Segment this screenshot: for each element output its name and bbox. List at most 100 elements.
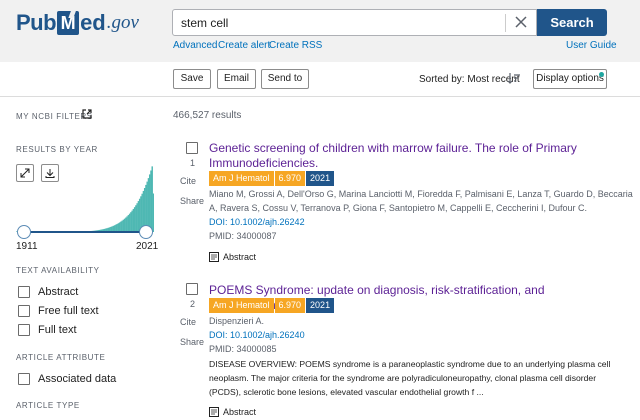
histogram-bar: [98, 229, 101, 232]
logo-ed-text: ed: [80, 10, 106, 35]
year-slider-start-handle[interactable]: [17, 225, 31, 239]
journal-badges: Am J Hematol 6.970 2021: [209, 298, 335, 313]
checkbox[interactable]: [18, 286, 30, 298]
doi-link[interactable]: DOI: 10.1002/ajh.26242: [209, 217, 305, 227]
histogram-bar: [136, 203, 138, 232]
histogram-bar: [128, 213, 131, 232]
authors: A, Ravera S, Cossu V, Terranova P, Giona…: [209, 203, 588, 213]
display-options-button[interactable]: Display options: [533, 69, 607, 89]
article-attribute-heading: ARTICLE ATTRIBUTE: [16, 353, 106, 362]
abstract-toggle[interactable]: Abstract: [209, 251, 256, 263]
pmid: PMID: 34000087: [209, 231, 277, 241]
histogram-bar: [121, 220, 123, 232]
pmid: PMID: 34000085: [209, 344, 277, 354]
snippet-line: (PCDS), sclerotic bone lesions, elevated…: [209, 387, 484, 397]
histogram-bar: [102, 229, 105, 232]
user-guide-link[interactable]: User Guide: [566, 40, 617, 51]
expand-timeline-button[interactable]: [16, 164, 34, 182]
search-input-value[interactable]: stem cell: [181, 16, 229, 30]
save-button[interactable]: Save: [173, 69, 211, 89]
abstract-snippet: DISEASE OVERVIEW: POEMS syndrome is a pa…: [209, 357, 619, 399]
result-number: 2: [190, 299, 196, 309]
histogram-bar: [105, 228, 107, 232]
histogram-bar: [111, 226, 113, 232]
create-rss-link[interactable]: Create RSS: [269, 40, 323, 51]
search-button[interactable]: Search: [537, 9, 607, 36]
impact-factor-badge: 6.970: [274, 298, 306, 313]
text-availability-heading: TEXT AVAILABILITY: [16, 266, 100, 275]
sort-selector[interactable]: Sorted by: Most recent: [419, 74, 520, 85]
share-button[interactable]: Share: [180, 337, 205, 347]
year-slider-track: [22, 231, 146, 233]
filter-full-text[interactable]: Full text: [18, 323, 77, 337]
abstract-icon: [209, 407, 219, 417]
histogram-bar: [135, 205, 137, 232]
results-by-year-heading: RESULTS BY YEAR: [16, 145, 98, 154]
year-badge: 2021: [306, 298, 335, 313]
result-number: 1: [190, 158, 196, 168]
histogram-bar: [116, 223, 118, 232]
doi-link[interactable]: DOI: 10.1002/ajh.26240: [209, 330, 305, 340]
authors: Dispenzieri A.: [209, 316, 265, 326]
expand-icon: [20, 168, 30, 178]
journal-badges: Am J Hematol 6.970 2021: [209, 171, 335, 186]
my-ncbi-filters-heading[interactable]: MY NCBI FILTERS: [16, 112, 93, 121]
result-select-checkbox[interactable]: [186, 142, 198, 154]
checkbox[interactable]: [18, 373, 30, 385]
checkbox[interactable]: [18, 324, 30, 336]
abstract-toggle[interactable]: Abstract: [209, 406, 256, 418]
histogram-bar: [150, 170, 152, 232]
histogram-bar: [110, 226, 112, 232]
year-slider-end-handle[interactable]: [139, 225, 153, 239]
snippet-line: neoplasm. The major criteria for the syn…: [209, 373, 597, 383]
header-bar: Pub M ed .gov stem cell Search Advanced …: [0, 0, 640, 62]
histogram-bar: [100, 229, 102, 232]
result-select-checkbox[interactable]: [186, 283, 198, 295]
pubmed-logo[interactable]: Pub M ed .gov: [16, 6, 139, 40]
create-alert-link[interactable]: Create alert: [218, 40, 271, 51]
search-input[interactable]: stem cell: [172, 9, 537, 36]
email-button[interactable]: Email: [217, 69, 256, 89]
histogram-bar: [127, 215, 130, 232]
histogram-bar: [133, 207, 136, 232]
histogram-bar: [113, 225, 116, 232]
advanced-link[interactable]: Advanced: [173, 40, 218, 51]
logo-m-icon: M: [57, 9, 80, 37]
histogram-bar: [126, 216, 128, 232]
filter-label: Free full text: [38, 305, 99, 317]
histogram-bar: [142, 190, 145, 232]
abstract-label: Abstract: [223, 407, 257, 417]
histogram-bar: [140, 196, 142, 232]
filter-free-full-text[interactable]: Free full text: [18, 304, 99, 318]
search-divider: [505, 14, 506, 32]
histogram-bar: [118, 222, 121, 232]
histogram-bar: [112, 225, 115, 232]
filter-abstract[interactable]: Abstract: [18, 285, 78, 299]
article-title-link[interactable]: Genetic screening of children with marro…: [209, 141, 577, 170]
display-options-label: Display options: [536, 73, 604, 84]
histogram-bar: [125, 217, 127, 232]
histogram-bars: [16, 166, 154, 232]
article-type-heading: ARTICLE TYPE: [16, 401, 80, 410]
filter-label: Abstract: [38, 286, 79, 298]
histogram-bar: [145, 184, 147, 232]
share-button[interactable]: Share: [180, 196, 205, 206]
journal-badge: Am J Hematol: [209, 171, 274, 186]
filter-associated-data[interactable]: Associated data: [18, 372, 116, 386]
clear-icon[interactable]: [514, 15, 528, 29]
histogram-bar: [143, 188, 146, 232]
checkbox[interactable]: [18, 305, 30, 317]
histogram-bar: [148, 174, 151, 232]
download-icon: [45, 169, 55, 178]
histogram-bar: [132, 208, 135, 232]
histogram-bar: [137, 201, 140, 232]
external-link-icon[interactable]: [82, 109, 92, 119]
send-to-button[interactable]: Send to: [261, 69, 309, 89]
sort-direction-icon[interactable]: [507, 71, 521, 85]
year-start-label: 1911: [16, 241, 38, 252]
cite-button[interactable]: Cite: [180, 176, 197, 186]
histogram-bar: [103, 228, 106, 232]
cite-button[interactable]: Cite: [180, 317, 197, 327]
year-histogram[interactable]: [16, 160, 154, 232]
download-timeline-button[interactable]: [41, 164, 59, 182]
